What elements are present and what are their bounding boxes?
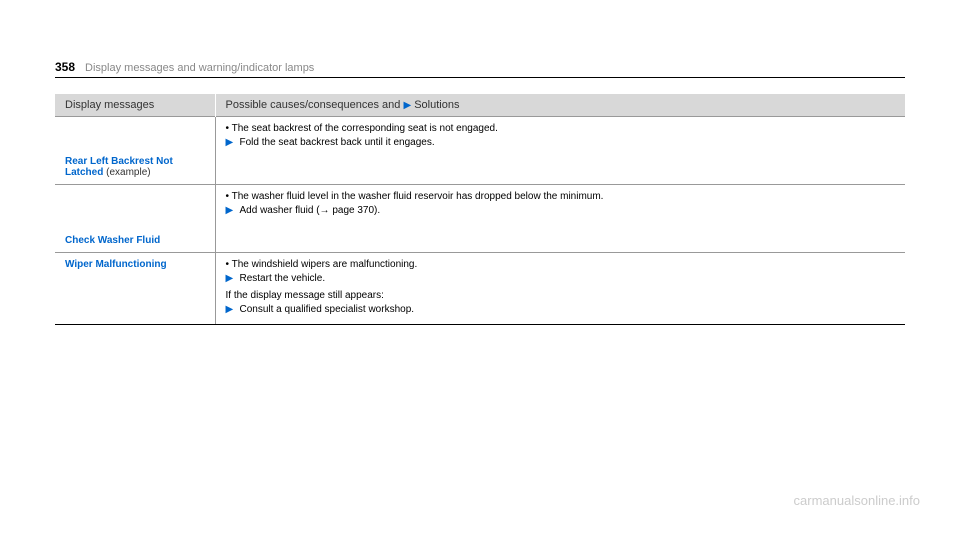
cause-text: • The washer fluid level in the washer f…: [226, 191, 896, 202]
table-row: Rear Left Backrest Not Latched (example)…: [55, 117, 905, 185]
arrow-icon: ▶: [226, 137, 234, 148]
arrow-icon: ▶: [226, 304, 234, 315]
arrow-icon: ▶: [226, 205, 234, 216]
cause-text: • The seat backrest of the corresponding…: [226, 123, 896, 134]
subtext: If the display message still appears:: [226, 290, 896, 301]
arrow-icon: ▶: [226, 273, 234, 284]
solution-cell: • The washer fluid level in the washer f…: [215, 185, 905, 253]
display-message-cell: Check Washer Fluid: [55, 185, 215, 253]
table-row: Wiper Malfunctioning • The windshield wip…: [55, 253, 905, 325]
message-title: Check Washer Fluid: [65, 235, 160, 246]
page-title: Display messages and warning/indicator l…: [85, 62, 314, 74]
action-text: ▶Fold the seat backrest back until it en…: [226, 137, 896, 148]
arrow-icon: ▶: [403, 100, 411, 111]
header-col-solutions: Possible causes/consequences and ▶ Solut…: [215, 94, 905, 117]
display-message-cell: Rear Left Backrest Not Latched (example): [55, 117, 215, 185]
message-title: Wiper Malfunctioning: [65, 259, 167, 270]
solution-cell: • The seat backrest of the corresponding…: [215, 117, 905, 185]
table-row: Check Washer Fluid • The washer fluid lev…: [55, 185, 905, 253]
message-note: (example): [103, 167, 150, 178]
header-col-display-messages: Display messages: [55, 94, 215, 117]
action-text: ▶Add washer fluid (→ page 370).: [226, 205, 896, 216]
watermark: carmanualsonline.info: [794, 493, 920, 508]
display-message-cell: Wiper Malfunctioning: [55, 253, 215, 325]
action-text: ▶Restart the vehicle.: [226, 273, 896, 284]
action-text: ▶Consult a qualified specialist workshop…: [226, 304, 896, 315]
cause-text: • The windshield wipers are malfunctioni…: [226, 259, 896, 270]
display-messages-table: Display messages Possible causes/consequ…: [55, 94, 905, 325]
page-header: 358 Display messages and warning/indicat…: [55, 60, 905, 78]
solution-cell: • The windshield wipers are malfunctioni…: [215, 253, 905, 325]
page-number: 358: [55, 60, 75, 74]
